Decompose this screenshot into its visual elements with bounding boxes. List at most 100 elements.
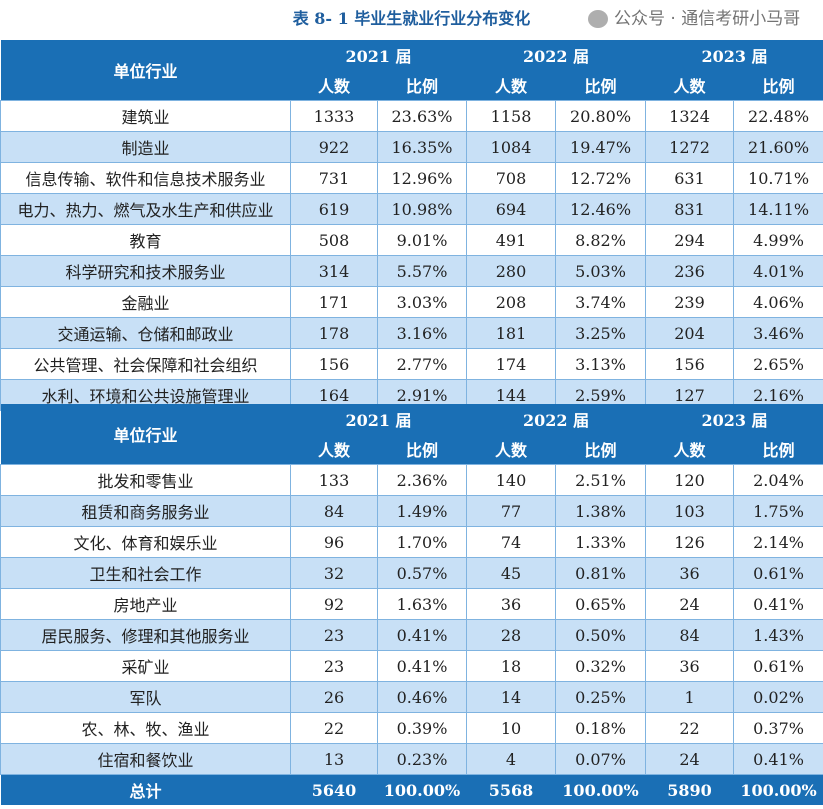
industry-name: 文化、体育和娱乐业 — [0, 526, 291, 558]
total-count: 5568 — [466, 774, 556, 805]
ratio-cell: 23.63% — [376, 100, 468, 132]
ratio-cell: 20.80% — [555, 100, 647, 132]
header-count: 人数 — [290, 70, 378, 101]
ratio-cell: 10.71% — [733, 162, 823, 194]
ratio-cell: 0.57% — [376, 557, 468, 589]
count-cell: 294 — [645, 224, 735, 256]
header-year: 2022 届 — [466, 40, 646, 70]
table-row: 交通运输、仓储和邮政业 178 3.16% 181 3.25% 204 3.46% — [0, 317, 823, 349]
header-count: 人数 — [466, 434, 556, 465]
table-row: 住宿和餐饮业 13 0.23% 4 0.07% 24 0.41% — [0, 743, 823, 775]
header-year: 2021 届 — [290, 40, 467, 70]
header-row-metrics: 人数 比例 人数 比例 人数 比例 — [1, 70, 823, 101]
ratio-cell: 1.63% — [376, 588, 468, 620]
count-cell: 314 — [290, 255, 378, 287]
header-row-metrics: 人数 比例 人数 比例 人数 比例 — [1, 434, 823, 465]
ratio-cell: 0.50% — [555, 619, 647, 651]
industry-name: 采矿业 — [0, 650, 291, 682]
count-cell: 23 — [290, 619, 378, 651]
table-row: 租赁和商务服务业 84 1.49% 77 1.38% 103 1.75% — [0, 495, 823, 527]
header-year: 2022 届 — [466, 404, 646, 434]
count-cell: 133 — [290, 464, 378, 496]
header-industry: 单位行业 — [0, 40, 291, 101]
header-year: 2023 届 — [645, 40, 823, 70]
ratio-cell: 0.25% — [555, 681, 647, 713]
ratio-cell: 10.98% — [376, 193, 468, 225]
table-row: 军队 26 0.46% 14 0.25% 1 0.02% — [0, 681, 823, 713]
count-cell: 1084 — [466, 131, 557, 163]
count-cell: 708 — [466, 162, 557, 194]
ratio-cell: 12.72% — [555, 162, 647, 194]
industry-name: 建筑业 — [0, 100, 291, 132]
count-cell: 103 — [645, 495, 735, 527]
count-cell: 36 — [645, 650, 735, 682]
count-cell: 694 — [466, 193, 557, 225]
count-cell: 204 — [645, 317, 735, 349]
table-row: 电力、热力、燃气及水生产和供应业 619 10.98% 694 12.46% 831 14.… — [0, 193, 823, 225]
ratio-cell: 5.57% — [376, 255, 468, 287]
ratio-cell: 5.03% — [555, 255, 647, 287]
header-count: 人数 — [645, 70, 734, 101]
table-row: 金融业 171 3.03% 208 3.74% 239 4.06% — [0, 286, 823, 318]
table-row: 农、林、牧、渔业 22 0.39% 10 0.18% 22 0.37% — [0, 712, 823, 744]
ratio-cell: 0.65% — [555, 588, 647, 620]
total-ratio: 100.00% — [733, 774, 823, 805]
industry-name: 交通运输、仓储和邮政业 — [0, 317, 291, 349]
industry-name: 批发和零售业 — [0, 464, 291, 496]
industry-name: 教育 — [0, 224, 291, 256]
header-ratio: 比例 — [555, 70, 646, 101]
ratio-cell: 1.70% — [376, 526, 468, 558]
table-row: 建筑业 1333 23.63% 1158 20.80% 1324 22.48% — [0, 100, 823, 132]
industry-table-part2: 单位行业 2021 届 2022 届 2023 届人数 比例 人数 比例 人数 比例 批发和零售业… — [0, 404, 823, 805]
count-cell: 280 — [466, 255, 557, 287]
table-row: 科学研究和技术服务业 314 5.57% 280 5.03% 236 4.01% — [0, 255, 823, 287]
header-ratio: 比例 — [733, 434, 823, 465]
count-cell: 45 — [466, 557, 557, 589]
count-cell: 1 — [645, 681, 735, 713]
header-industry: 单位行业 — [0, 404, 291, 465]
count-cell: 18 — [466, 650, 557, 682]
count-cell: 24 — [645, 743, 735, 775]
industry-name: 住宿和餐饮业 — [0, 743, 291, 775]
count-cell: 84 — [290, 495, 378, 527]
ratio-cell: 2.51% — [555, 464, 647, 496]
ratio-cell: 0.41% — [733, 588, 823, 620]
ratio-cell: 4.01% — [733, 255, 823, 287]
ratio-cell: 14.11% — [733, 193, 823, 225]
header-row-years: 单位行业 2021 届 2022 届 2023 届 — [0, 404, 823, 465]
count-cell: 631 — [645, 162, 735, 194]
header-ratio: 比例 — [377, 70, 467, 101]
count-cell: 4 — [466, 743, 557, 775]
table-row: 居民服务、修理和其他服务业 23 0.41% 28 0.50% 84 1.43% — [0, 619, 823, 651]
ratio-cell: 0.41% — [733, 743, 823, 775]
ratio-cell: 2.77% — [376, 348, 468, 380]
table-title: 表 8- 1 毕业生就业行业分布变化 — [292, 9, 531, 28]
industry-name: 居民服务、修理和其他服务业 — [0, 619, 291, 651]
ratio-cell: 4.06% — [733, 286, 823, 318]
table-row: 采矿业 23 0.41% 18 0.32% 36 0.61% — [0, 650, 823, 682]
industry-name: 农、林、牧、渔业 — [0, 712, 291, 744]
total-row: 总计 5640 100.00% 5568 100.00% 5890 100.00% — [0, 774, 823, 805]
count-cell: 28 — [466, 619, 557, 651]
ratio-cell: 12.46% — [555, 193, 647, 225]
ratio-cell: 1.75% — [733, 495, 823, 527]
ratio-cell: 1.33% — [555, 526, 647, 558]
count-cell: 156 — [290, 348, 378, 380]
industry-name: 租赁和商务服务业 — [0, 495, 291, 527]
count-cell: 922 — [290, 131, 378, 163]
ratio-cell: 0.07% — [555, 743, 647, 775]
count-cell: 36 — [466, 588, 557, 620]
table-row: 制造业 922 16.35% 1084 19.47% 1272 21.60% — [0, 131, 823, 163]
count-cell: 831 — [645, 193, 735, 225]
header-count: 人数 — [645, 434, 734, 465]
count-cell: 1158 — [466, 100, 557, 132]
ratio-cell: 2.65% — [733, 348, 823, 380]
ratio-cell: 8.82% — [555, 224, 647, 256]
count-cell: 1272 — [645, 131, 735, 163]
count-cell: 731 — [290, 162, 378, 194]
count-cell: 32 — [290, 557, 378, 589]
ratio-cell: 19.47% — [555, 131, 647, 163]
ratio-cell: 1.43% — [733, 619, 823, 651]
count-cell: 178 — [290, 317, 378, 349]
count-cell: 10 — [466, 712, 557, 744]
